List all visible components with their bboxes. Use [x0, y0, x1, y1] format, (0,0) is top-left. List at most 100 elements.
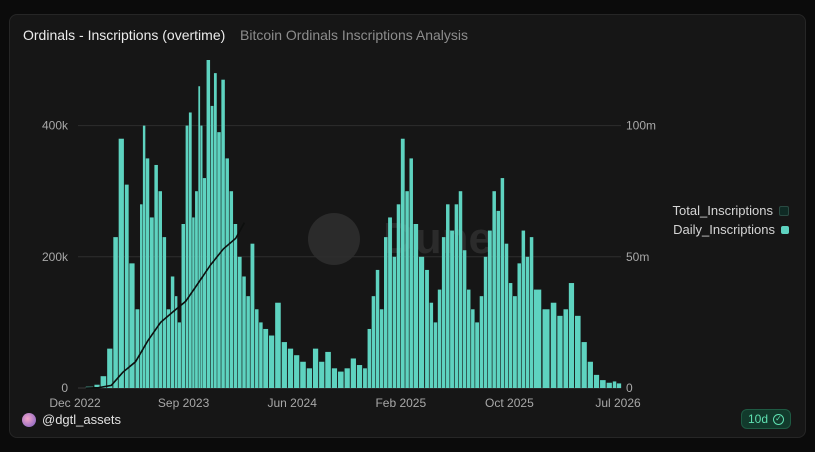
daily-inscriptions-bar	[145, 158, 150, 388]
daily-inscriptions-bar	[581, 342, 587, 388]
chart-title: Ordinals - Inscriptions (overtime)	[23, 27, 226, 43]
daily-inscriptions-bar	[574, 315, 581, 388]
x-tick-label: Jun 2024	[268, 396, 318, 410]
daily-inscriptions-bar	[409, 158, 413, 388]
author-handle: @dgtl_assets	[42, 412, 121, 427]
daily-inscriptions-bar	[350, 358, 356, 388]
daily-inscriptions-bar	[521, 230, 526, 388]
daily-inscriptions-bar	[496, 210, 501, 388]
daily-inscriptions-bar	[281, 342, 287, 388]
daily-inscriptions-bar	[200, 125, 203, 388]
daily-inscriptions-bar	[233, 224, 238, 388]
daily-inscriptions-bar	[379, 309, 384, 388]
refresh-badge[interactable]: 10d ✓	[740, 409, 791, 429]
daily-inscriptions-bar	[192, 217, 195, 388]
x-tick-label: Oct 2025	[485, 396, 534, 410]
daily-inscriptions-bar	[185, 125, 189, 388]
daily-inscriptions-bar	[217, 132, 221, 388]
chart-subtitle: Bitcoin Ordinals Inscriptions Analysis	[240, 27, 468, 43]
legend-swatch-total	[779, 205, 789, 216]
daily-inscriptions-bar	[142, 125, 146, 388]
daily-inscriptions-bar	[525, 256, 530, 388]
daily-inscriptions-bar	[166, 309, 171, 388]
daily-inscriptions-bar	[384, 237, 388, 388]
daily-inscriptions-bar	[557, 315, 563, 388]
daily-inscriptions-bar	[113, 237, 118, 388]
daily-inscriptions-bar	[504, 243, 509, 388]
daily-inscriptions-bar	[107, 348, 113, 388]
daily-inscriptions-bar	[367, 328, 372, 388]
daily-inscriptions-bar	[533, 289, 542, 388]
daily-inscriptions-bar	[306, 368, 313, 388]
daily-inscriptions-bar	[206, 60, 211, 388]
daily-inscriptions-bar	[149, 217, 154, 388]
x-tick-label: Feb 2025	[375, 396, 426, 410]
daily-inscriptions-bar	[375, 269, 380, 388]
legend-label-daily: Daily_Inscriptions	[673, 222, 775, 237]
daily-inscriptions-bar	[275, 302, 281, 388]
legend-item-daily[interactable]: Daily_Inscriptions	[673, 222, 789, 237]
daily-inscriptions-bar	[158, 191, 162, 388]
daily-inscriptions-bar	[242, 276, 246, 388]
daily-inscriptions-bar	[396, 204, 401, 388]
daily-inscriptions-bar	[563, 309, 569, 388]
daily-inscriptions-bar	[259, 322, 263, 388]
daily-inscriptions-bar	[437, 289, 442, 388]
daily-inscriptions-bar	[462, 250, 467, 388]
daily-inscriptions-bar	[512, 296, 517, 388]
daily-inscriptions-bar	[177, 322, 181, 388]
daily-inscriptions-bar	[550, 302, 557, 388]
daily-inscriptions-bar	[568, 283, 575, 388]
daily-inscriptions-bar	[294, 355, 300, 388]
daily-inscriptions-bar	[371, 296, 376, 388]
y-right-tick-label: 50m	[626, 250, 649, 264]
chart-card: Ordinals - Inscriptions (overtime) Bitco…	[9, 14, 806, 438]
daily-inscriptions-bar	[508, 283, 513, 388]
author-link[interactable]: @dgtl_assets	[22, 412, 121, 427]
daily-inscriptions-bar	[124, 184, 129, 388]
daily-inscriptions-bar	[174, 296, 178, 388]
daily-inscriptions-bar	[542, 309, 550, 388]
daily-inscriptions-bar	[483, 256, 488, 388]
daily-inscriptions-bar	[429, 302, 434, 388]
daily-inscriptions-bar	[229, 191, 234, 388]
daily-inscriptions-bar	[471, 309, 475, 388]
daily-inscriptions-bar	[458, 191, 463, 388]
daily-inscriptions-bar	[325, 351, 331, 388]
total-inscriptions-line	[85, 222, 246, 389]
daily-inscriptions-bar	[287, 348, 294, 388]
daily-inscriptions-bar	[433, 322, 438, 388]
daily-inscriptions-bar	[100, 376, 107, 388]
legend-label-total: Total_Inscriptions	[672, 203, 773, 218]
daily-inscriptions-bar	[198, 86, 201, 389]
daily-inscriptions-bar	[129, 263, 135, 388]
daily-inscriptions-bar	[154, 164, 158, 388]
daily-inscriptions-bar	[529, 237, 534, 388]
daily-inscriptions-bar	[170, 276, 175, 388]
daily-inscriptions-bar	[188, 112, 192, 388]
daily-inscriptions-bar	[492, 191, 496, 388]
daily-inscriptions-bar	[337, 371, 344, 388]
daily-inscriptions-bar	[356, 365, 363, 388]
daily-inscriptions-bar	[331, 368, 338, 388]
daily-inscriptions-bar	[268, 335, 275, 388]
daily-inscriptions-bar	[425, 269, 429, 388]
daily-inscriptions-bar	[363, 368, 367, 388]
daily-inscriptions-bar	[446, 204, 450, 388]
daily-inscriptions-bar	[135, 309, 140, 388]
avatar	[22, 412, 36, 427]
daily-inscriptions-bar	[466, 289, 471, 388]
y-right-tick-label: 0	[626, 381, 633, 395]
daily-inscriptions-bar	[225, 158, 229, 388]
daily-inscriptions-bar	[616, 383, 622, 388]
daily-inscriptions-bar	[405, 191, 409, 388]
daily-inscriptions-bar	[418, 256, 425, 388]
y-left-tick-label: 200k	[42, 250, 69, 264]
daily-inscriptions-bar	[221, 79, 225, 389]
daily-inscriptions-bar	[479, 296, 484, 388]
daily-inscriptions-bar	[517, 263, 521, 388]
daily-inscriptions-bar	[400, 138, 405, 388]
legend-item-total[interactable]: Total_Inscriptions	[673, 203, 789, 218]
daily-inscriptions-bar	[500, 178, 505, 388]
